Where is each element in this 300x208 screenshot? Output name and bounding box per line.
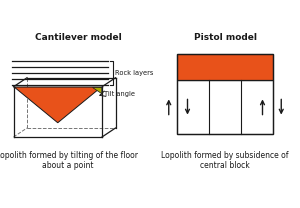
Polygon shape xyxy=(177,54,273,80)
Text: Cantilever model: Cantilever model xyxy=(34,33,122,42)
Text: Lopolith formed by tilting of the floor
about a point: Lopolith formed by tilting of the floor … xyxy=(0,151,139,170)
Polygon shape xyxy=(177,80,273,134)
Text: Tilt angle: Tilt angle xyxy=(104,91,135,97)
Text: Rock layers: Rock layers xyxy=(115,70,153,76)
Text: Lopolith formed by subsidence of
central block: Lopolith formed by subsidence of central… xyxy=(161,151,289,170)
Polygon shape xyxy=(14,87,101,123)
Polygon shape xyxy=(92,87,101,93)
Text: Pistol model: Pistol model xyxy=(194,33,256,42)
